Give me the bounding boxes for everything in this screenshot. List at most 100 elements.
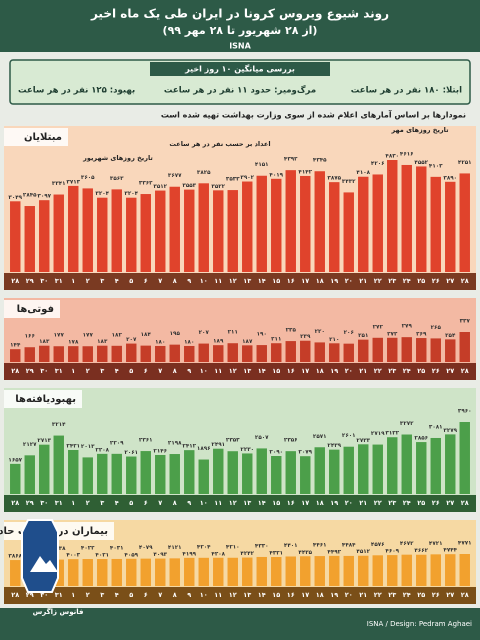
bar: [68, 449, 79, 494]
bar: [126, 197, 137, 272]
value-label: ۴۱۹۹: [182, 551, 196, 557]
value-label: ۳۹۶۰: [458, 409, 472, 415]
value-label: ۲۰۷۹: [298, 450, 312, 456]
logo-mountain: [30, 556, 58, 572]
x-tick-label: ۲: [86, 591, 90, 599]
value-label: ۳۰۹۷: [37, 194, 51, 200]
bar: [213, 557, 224, 586]
value-label: ۴۸۳۰: [385, 154, 399, 160]
bar: [184, 450, 195, 494]
bar: [416, 554, 427, 586]
bar: [329, 343, 340, 362]
value-label: ۳۸۶۸: [8, 554, 22, 560]
value-label: ۲۱۲۷: [23, 442, 37, 448]
x-tick-label: ۱۰: [200, 277, 208, 285]
x-tick-label: ۱۸: [316, 277, 324, 285]
x-tick-label: ۲۱: [359, 499, 367, 507]
bar: [126, 343, 137, 362]
bar: [271, 456, 282, 494]
bar: [300, 175, 311, 272]
x-tick-label: ۲۰: [345, 367, 353, 375]
bar: [242, 345, 253, 362]
bar: [184, 557, 195, 586]
value-label: ۱۴۴: [10, 343, 21, 349]
x-tick-label: ۲۷: [446, 591, 454, 599]
x-tick-label: ۴: [115, 591, 119, 599]
bar: [198, 343, 209, 362]
bar: [39, 345, 50, 362]
bar: [343, 343, 354, 362]
summary-heading-bg: [150, 62, 330, 76]
bar: [97, 559, 108, 586]
x-tick-label: ۲۵: [417, 591, 425, 599]
x-tick-label: ۳۱: [55, 499, 63, 507]
value-label: ۲۷۲: [373, 324, 384, 330]
bar: [343, 446, 354, 494]
bar: [285, 170, 296, 272]
x-tick-label: ۱۸: [316, 499, 324, 507]
bar: [271, 343, 282, 362]
x-tick-label: ۳: [100, 277, 104, 285]
value-label: ۳۷۱۳: [66, 179, 80, 185]
x-tick-label: ۸: [173, 367, 177, 375]
x-tick-label: ۳۰: [40, 277, 48, 285]
bar: [430, 437, 441, 494]
x-tick-label: ۲۳: [388, 277, 396, 285]
note: نمودارها بر اساس آمارهای اعلام شده از سو…: [161, 110, 466, 121]
x-tick-label: ۲۳: [388, 591, 396, 599]
x-tick-label: ۲۵: [417, 277, 425, 285]
value-label: ۱۸۹: [213, 339, 224, 345]
bar: [300, 456, 311, 494]
value-label: ۴۰۹۳: [153, 552, 167, 558]
header-band: [0, 0, 480, 52]
value-label: ۴۱۰۳: [429, 163, 443, 169]
value-label: ۲۳۹: [300, 334, 311, 340]
bar: [82, 457, 93, 494]
x-tick-label: ۱۹: [330, 591, 338, 599]
value-label: ۴۱۲۱: [168, 545, 182, 551]
x-tick-label: ۱: [71, 277, 75, 285]
bar: [24, 455, 35, 494]
bar: [213, 448, 224, 494]
value-label: ۴۲۱۰: [226, 544, 240, 550]
value-label: ۲۱۱: [271, 337, 281, 343]
value-label: ۲۴۹۱: [211, 442, 225, 448]
bar: [39, 444, 50, 494]
x-tick-label: ۷: [158, 277, 162, 285]
x-tick-label: ۳۱: [55, 277, 63, 285]
value-label: ۱۷۷: [54, 333, 65, 339]
x-tick-label: ۱۰: [200, 591, 208, 599]
x-tick-label: ۱۰: [200, 499, 208, 507]
value-label: ۴۴۸۴: [342, 542, 356, 548]
bar: [198, 183, 209, 272]
value-label: ۲۰۶۱: [124, 450, 138, 456]
value-label: ۳۲۰۴: [95, 191, 109, 197]
x-tick-label: ۱۲: [229, 591, 237, 599]
bar: [445, 554, 456, 586]
bar: [198, 459, 209, 494]
x-tick-label: ۲: [86, 367, 90, 375]
value-label: ۳۲۱۴: [52, 422, 66, 428]
category-strip: [4, 273, 476, 290]
value-label: ۲۷۳۳: [356, 438, 370, 444]
x-tick-label: ۱۹: [330, 277, 338, 285]
bar: [111, 345, 122, 362]
x-tick-label: ۱۲: [229, 277, 237, 285]
bar: [358, 444, 369, 494]
annotation: تاریخ روزهای شهریور: [82, 154, 153, 162]
x-tick-label: ۱۴: [258, 367, 266, 375]
summary-item: ابتلا: ۱۸۰ نفر در هر ساعت: [351, 86, 462, 96]
category-strip: [4, 587, 476, 604]
credit: ISNA / Design: Pedram Aghaei: [367, 620, 472, 628]
value-label: ۱۸۷: [242, 339, 253, 345]
bar: [285, 556, 296, 586]
value-label: ۲۱۱: [228, 330, 238, 336]
x-tick-label: ۲۸: [11, 591, 19, 599]
x-tick-label: ۲: [86, 499, 90, 507]
x-tick-label: ۲۹: [26, 499, 34, 507]
value-label: ۴۳۹۲: [284, 157, 298, 163]
value-label: ۴۲۴۲: [240, 551, 254, 557]
x-tick-label: ۸: [173, 591, 177, 599]
bar: [300, 556, 311, 586]
